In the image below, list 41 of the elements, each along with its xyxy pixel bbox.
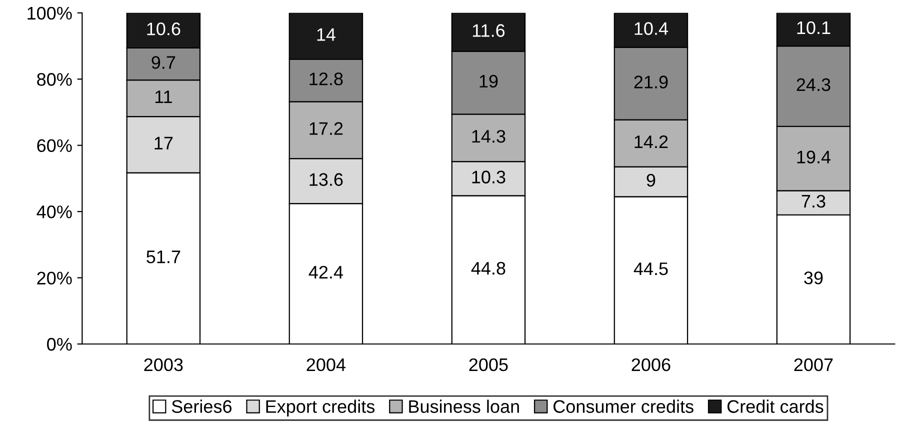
data-label: 10.6 — [147, 22, 180, 36]
x-tick-label: 2006 — [632, 358, 670, 372]
y-tick-label: 20% — [37, 272, 72, 284]
data-label: 9.7 — [152, 56, 176, 69]
data-label: 14 — [317, 28, 336, 41]
data-label: 19 — [480, 74, 498, 88]
legend-label: Business loan — [409, 400, 519, 413]
legend-label: Consumer credits — [554, 400, 694, 413]
data-label: 42.4 — [308, 266, 343, 278]
data-label: 24.3 — [796, 78, 830, 92]
data-label: 11.6 — [472, 24, 505, 37]
data-label: 14.2 — [634, 135, 668, 148]
data-label: 12.8 — [310, 72, 343, 86]
data-label: 14.3 — [472, 130, 506, 143]
data-label: 11 — [155, 90, 172, 103]
data-label: 44.5 — [634, 262, 668, 276]
data-label: 17.2 — [310, 122, 343, 135]
y-tick-label: 40% — [36, 205, 72, 218]
x-tick-label: 2003 — [144, 358, 183, 372]
data-label: 17 — [154, 136, 173, 150]
data-label: 39 — [804, 271, 823, 284]
data-label: 10.3 — [472, 170, 506, 184]
x-tick-label: 2004 — [306, 358, 346, 372]
y-tick-label: 0% — [47, 338, 72, 351]
data-label: 10.4 — [634, 22, 668, 35]
data-label: 21.9 — [634, 76, 668, 88]
data-label: 51.7 — [146, 250, 180, 264]
x-tick-label: 2005 — [469, 358, 508, 372]
y-tick-label: 60% — [37, 139, 72, 152]
y-tick-label: 100% — [28, 6, 72, 20]
legend-label: Export credits — [266, 400, 375, 417]
legend-label: Series6 — [172, 400, 232, 413]
data-label: 44.8 — [471, 262, 506, 275]
data-label: 13.6 — [310, 173, 343, 186]
data-label: 19.4 — [797, 150, 831, 164]
data-label: 9 — [646, 174, 656, 187]
x-tick-label: 2007 — [794, 358, 833, 372]
data-label: 7.3 — [802, 194, 826, 208]
y-tick-label: 80% — [37, 73, 72, 86]
legend-label: Credit cards — [727, 400, 824, 413]
data-label: 10.1 — [797, 21, 830, 34]
